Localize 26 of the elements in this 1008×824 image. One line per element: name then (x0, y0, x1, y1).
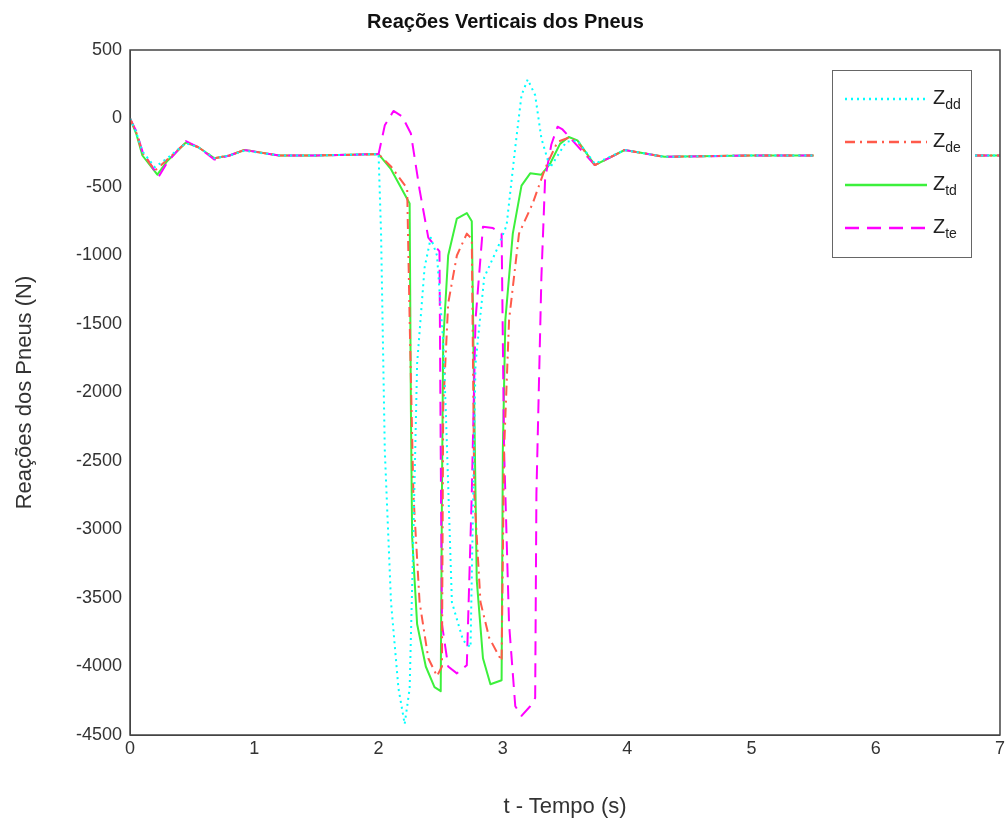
chart-title: Reações Verticais dos Pneus (367, 9, 644, 32)
x-tick-label: 3 (497, 737, 508, 758)
x-tick-label: 1 (249, 737, 260, 758)
legend-label: Z$_{te}$ (932, 214, 957, 241)
x-tick-label: 7 (994, 737, 1005, 758)
y-tick-label: -2000 (75, 381, 122, 402)
y-tick-label: -3000 (75, 518, 122, 539)
x-tick-label: 6 (870, 737, 881, 758)
legend-label: Z$_{td}$ (932, 171, 957, 198)
x-tick-label: 2 (373, 737, 384, 758)
y-tick-label: -1500 (75, 312, 122, 333)
legend-label: Z$_{de}$ (932, 128, 961, 155)
x-tick-label: 5 (746, 737, 757, 758)
y-tick-label: -3500 (75, 586, 122, 607)
y-tick-label: -500 (85, 175, 122, 196)
y-tick-label: -4000 (75, 655, 122, 676)
x-tick-label: 4 (622, 737, 633, 758)
x-axis-title: t - Tempo (s) (503, 792, 627, 818)
y-tick-label: -4500 (75, 723, 122, 744)
y-axis-title: Reações dos Pneus (N) (11, 275, 37, 510)
y-tick-label: -2500 (75, 449, 122, 470)
y-tick-label: -1000 (75, 244, 122, 265)
y-tick-label: 500 (91, 38, 122, 59)
y-tick-label: 0 (111, 107, 122, 128)
legend-label: Z$_{dd}$ (932, 85, 961, 112)
x-tick-label: 0 (124, 737, 136, 758)
